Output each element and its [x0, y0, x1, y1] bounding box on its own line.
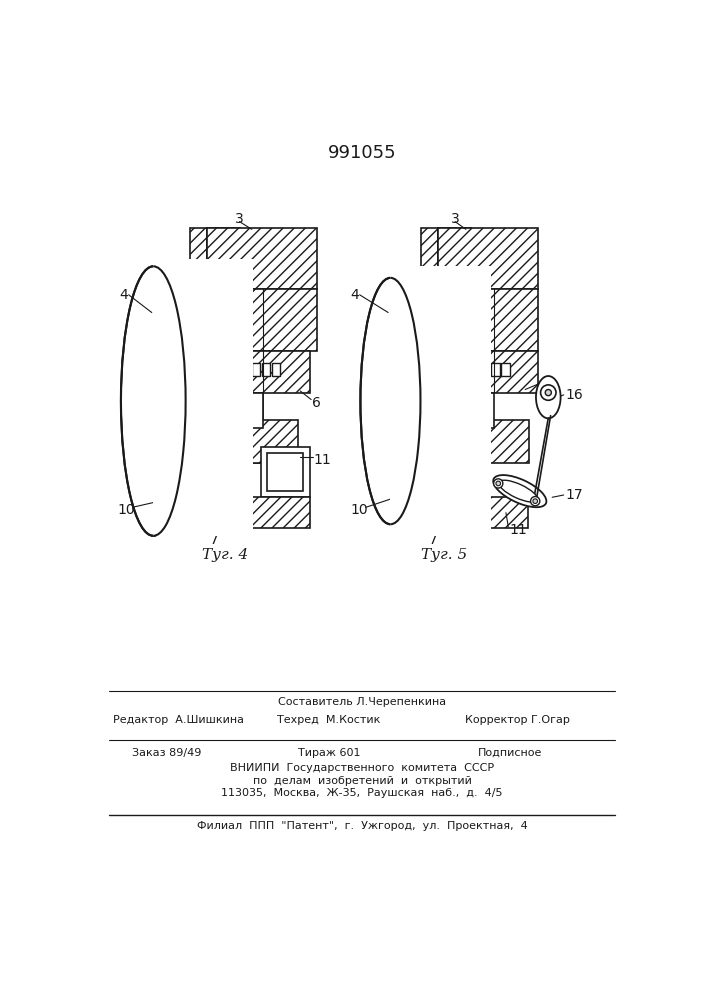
- Text: Корректор Г.Огар: Корректор Г.Огар: [465, 715, 570, 725]
- Polygon shape: [421, 482, 448, 528]
- Ellipse shape: [361, 278, 421, 524]
- Ellipse shape: [536, 376, 561, 418]
- Polygon shape: [240, 497, 310, 528]
- Polygon shape: [207, 393, 264, 463]
- Polygon shape: [267, 453, 303, 491]
- Text: 113035,  Москва,  Ж-35,  Раушская  наб.,  д.  4/5: 113035, Москва, Ж-35, Раушская наб., д. …: [221, 788, 503, 798]
- Bar: [390, 266, 491, 536]
- Text: 4: 4: [351, 288, 359, 302]
- Text: Τуг. 4: Τуг. 4: [201, 548, 248, 562]
- Text: 3: 3: [450, 212, 460, 226]
- Text: Заказ 89/49: Заказ 89/49: [132, 748, 201, 758]
- Polygon shape: [272, 363, 281, 376]
- Polygon shape: [261, 447, 310, 497]
- Text: 17: 17: [565, 488, 583, 502]
- Circle shape: [545, 389, 551, 396]
- Polygon shape: [240, 420, 298, 463]
- Polygon shape: [240, 289, 317, 351]
- Circle shape: [493, 479, 503, 488]
- Text: Составитель Л.Черепенкина: Составитель Л.Черепенкина: [278, 697, 446, 707]
- Polygon shape: [472, 289, 538, 351]
- Circle shape: [496, 481, 501, 486]
- Polygon shape: [240, 351, 310, 393]
- Text: Тираж 601: Тираж 601: [298, 748, 360, 758]
- Text: 7: 7: [209, 533, 218, 547]
- Polygon shape: [190, 463, 240, 528]
- Text: ВНИИПИ  Государственного  комитета  СССР: ВНИИПИ Государственного комитета СССР: [230, 763, 494, 773]
- Polygon shape: [252, 363, 260, 376]
- Polygon shape: [438, 228, 538, 289]
- Text: 4: 4: [119, 288, 128, 302]
- Text: Филиал  ППП  "Патент",  г.  Ужгород,  ул.  Проектная,  4: Филиал ППП "Патент", г. Ужгород, ул. Про…: [197, 821, 527, 831]
- Text: 7: 7: [429, 533, 438, 547]
- Circle shape: [541, 385, 556, 400]
- Polygon shape: [491, 363, 500, 376]
- Text: Τуг. 5: Τуг. 5: [421, 548, 467, 562]
- Polygon shape: [262, 363, 270, 376]
- Text: Техред  М.Костик: Техред М.Костик: [277, 715, 380, 725]
- Ellipse shape: [121, 266, 186, 536]
- Polygon shape: [481, 363, 490, 376]
- Bar: [153, 259, 253, 536]
- Ellipse shape: [499, 480, 538, 502]
- Text: Редактор  А.Шишкина: Редактор А.Шишкина: [113, 715, 244, 725]
- Polygon shape: [207, 228, 240, 528]
- Polygon shape: [240, 393, 264, 428]
- Polygon shape: [472, 393, 494, 428]
- Circle shape: [533, 499, 537, 503]
- Polygon shape: [501, 363, 510, 376]
- Text: 16: 16: [565, 388, 583, 402]
- Polygon shape: [472, 420, 529, 463]
- Text: по  делам  изобретений  и  открытий: по делам изобретений и открытий: [252, 776, 472, 786]
- Text: 10: 10: [351, 503, 368, 517]
- Polygon shape: [472, 351, 538, 393]
- Text: 11: 11: [510, 523, 527, 537]
- Ellipse shape: [493, 475, 547, 507]
- Circle shape: [530, 497, 540, 506]
- Polygon shape: [472, 497, 527, 528]
- Text: 991055: 991055: [327, 144, 396, 162]
- Text: 6: 6: [542, 375, 550, 389]
- Polygon shape: [421, 228, 438, 528]
- Text: 11: 11: [313, 453, 331, 467]
- Polygon shape: [438, 228, 472, 528]
- Polygon shape: [207, 228, 317, 289]
- Text: 6: 6: [312, 396, 321, 410]
- Text: Подписное: Подписное: [478, 748, 542, 758]
- Text: 3: 3: [235, 212, 244, 226]
- Polygon shape: [421, 463, 489, 528]
- Text: 10: 10: [117, 503, 135, 517]
- Polygon shape: [190, 228, 207, 528]
- Polygon shape: [438, 393, 489, 463]
- Polygon shape: [190, 482, 217, 528]
